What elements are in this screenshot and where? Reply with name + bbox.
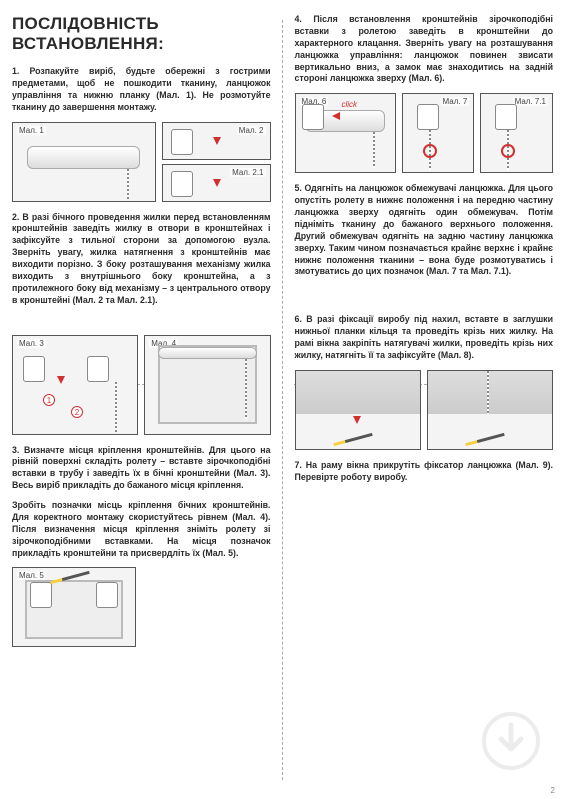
chain-shape [487,371,489,414]
figure-9: Мал. 9 [427,370,553,450]
arrow-icon [57,376,65,384]
chain-shape [245,359,247,419]
step-6-text: 6. В разі фіксації виробу під нахил, вст… [295,314,554,362]
spacer [295,286,554,314]
figure-2: Мал. 2 [162,122,271,160]
figure-3: Мал. 3 1 2 [12,335,138,435]
page: ПОСЛІДОВНІСТЬ ВСТАНОВЛЕННЯ: 1. Розпакуйт… [0,0,565,799]
figure-1: Мал. 1 [12,122,156,202]
arrow-icon [213,179,221,187]
ring-icon [423,144,437,158]
fig-row-3: Мал. 5 [12,567,271,647]
chain-shape [373,132,375,168]
figure-2-1-label: Мал. 2.1 [230,168,265,177]
figure-5: Мал. 5 [12,567,136,647]
figure-6: Мал. 6 click [295,93,396,173]
callout-2: 2 [71,406,83,418]
bracket-shape [495,104,517,130]
step-3b-text: Зробіть позначки місць кріплення бічних … [12,500,271,559]
spacer [12,315,271,329]
fig-2-group: Мал. 2 Мал. 2.1 [162,122,271,202]
figure-5-label: Мал. 5 [17,571,46,580]
fig-row-5: Мал. 8 Мал. 9 [295,370,554,450]
page-title: ПОСЛІДОВНІСТЬ ВСТАНОВЛЕННЯ: [12,14,271,54]
left-column: ПОСЛІДОВНІСТЬ ВСТАНОВЛЕННЯ: 1. Розпакуйт… [0,0,283,799]
click-label: click [342,100,358,109]
step-7-text: 7. На раму вікна прикрутіть фіксатор лан… [295,460,554,484]
roller-shape [27,146,140,169]
page-number: 2 [551,786,555,795]
step-4-text: 4. Після встановлення кронштейнів зірочк… [295,14,554,85]
watermark-icon [481,711,541,771]
bracket-shape [302,104,324,130]
figure-1-label: Мал. 1 [17,126,46,135]
fabric-shape [296,371,420,414]
figure-2-label: Мал. 2 [237,126,266,135]
figure-8: Мал. 8 [295,370,421,450]
step-1-text: 1. Розпакуйте виріб, будьте обережні з г… [12,66,271,114]
figure-7-1: Мал. 7.1 [480,93,553,173]
bracket-shape [23,356,45,382]
bracket-shape [30,582,52,608]
arrow-icon [353,416,361,424]
step-2-text: 2. В разі бічного проведення жилки перед… [12,212,271,307]
screwdriver-icon [465,433,504,446]
arrow-icon [213,137,221,145]
fig-row-1: Мал. 1 Мал. 2 Мал. 2.1 [12,122,271,202]
figure-7: Мал. 7 [402,93,475,173]
figure-7-1-label: Мал. 7.1 [513,97,548,106]
figure-4: Мал. 4 [144,335,270,435]
fabric-shape [428,371,552,414]
figure-2-1: Мал. 2.1 [162,164,271,202]
callout-1: 1 [43,394,55,406]
screwdriver-icon [333,433,372,446]
figure-7-label: Мал. 7 [441,97,470,106]
fig-row-4: Мал. 6 click Мал. 7 Мал. 7.1 [295,93,554,173]
roller-shape [158,347,257,359]
bracket-shape [417,104,439,130]
bracket-shape [171,171,193,197]
figure-3-label: Мал. 3 [17,339,46,348]
bracket-shape [96,582,118,608]
step-3a-text: 3. Визначте місця кріплення кронштейнів.… [12,445,271,493]
bracket-shape [87,356,109,382]
chain-shape [115,382,117,432]
right-column: 4. Після встановлення кронштейнів зірочк… [283,0,565,799]
chain-shape [127,169,129,199]
ring-icon [501,144,515,158]
arrow-icon [332,112,340,120]
step-5-text: 5. Одягніть на ланцюжок обмежувачі ланцю… [295,183,554,278]
fig-row-2: Мал. 3 1 2 Мал. 4 [12,335,271,435]
bracket-shape [171,129,193,155]
